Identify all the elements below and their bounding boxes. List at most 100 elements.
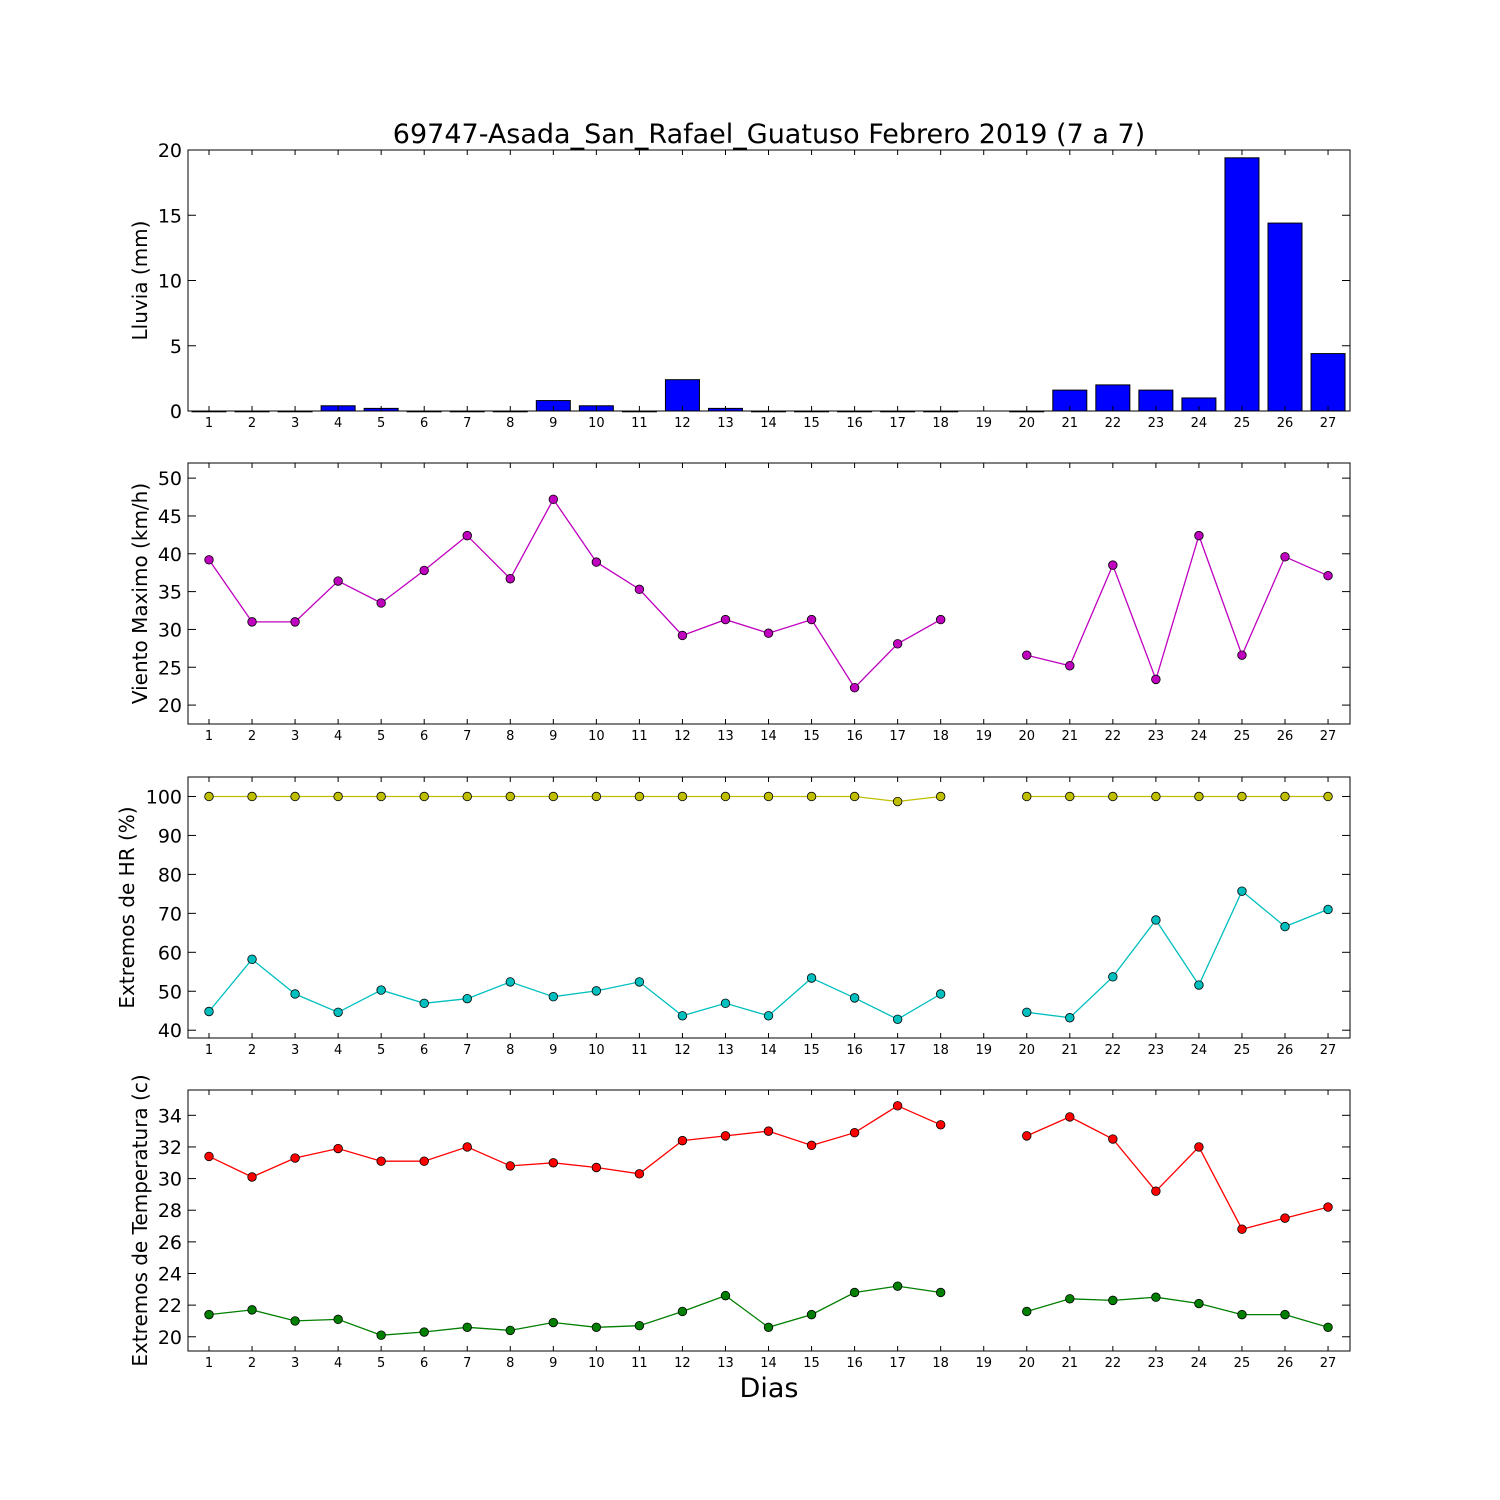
bar-lluvia-27 [1310,353,1346,412]
y-tick-label-temp-28: 28 [158,1200,182,1222]
x-tick-label-hr-18: 18 [932,1043,949,1058]
x-tick-label-viento-23: 23 [1148,729,1165,744]
point-temp-min-18 [935,1287,946,1298]
point-hr-max-24 [1194,791,1204,802]
point-hr-max-3 [290,791,300,802]
point-temp-max-2 [247,1172,257,1182]
panel-hr: 1 2 3 4 5 6 7 8 9 10 11 12 13 14 15 16 17 18 19 20 21 22 23 24 2… [115,776,1351,1058]
x-tick-label-hr-21: 21 [1062,1043,1079,1058]
point-hr-max-2 [247,791,257,802]
x-tick-label-temp-1: 1 [205,1356,213,1371]
x-tick-label-temp-16: 16 [846,1356,863,1371]
x-tick-label-viento-5: 5 [377,729,385,744]
y-tick-label-temp-20: 20 [158,1327,182,1349]
point-viento-3 [290,617,300,627]
point-hr-max-7 [462,791,472,802]
y-axis-label-temp: Extremos de Temperatura (c) [128,1074,152,1366]
y-tick-label-lluvia-15: 15 [158,205,182,227]
y-tick-label-hr-80: 80 [158,864,182,886]
point-temp-min-22 [1108,1295,1118,1306]
point-temp-min-15 [806,1309,817,1320]
x-axis-label: Dias [740,1373,799,1404]
x-tick-label-hr-3: 3 [291,1043,299,1058]
x-tick-label-viento-19: 19 [975,729,992,744]
point-viento-21 [1065,661,1075,671]
x-tick-label-hr-10: 10 [588,1043,605,1058]
point-hr-max-20 [1022,791,1032,802]
point-temp-max-8 [505,1161,515,1171]
point-hr-max-13 [720,791,731,802]
point-hr-max-10 [591,791,602,802]
point-viento-14 [763,628,774,638]
point-hr-min-12 [677,1011,688,1021]
x-tick-label-lluvia-21: 21 [1062,416,1079,431]
y-tick-label-hr-100: 100 [146,786,182,808]
point-temp-min-3 [290,1316,300,1326]
x-tick-label-lluvia-4: 4 [334,416,342,431]
point-temp-min-24 [1194,1298,1204,1309]
point-temp-min-4 [333,1314,343,1325]
point-viento-22 [1108,560,1118,570]
point-hr-min-8 [505,977,515,987]
y-tick-label-temp-22: 22 [158,1295,182,1317]
x-tick-label-hr-9: 9 [549,1043,557,1058]
point-temp-min-2 [247,1305,257,1315]
x-tick-label-hr-16: 16 [846,1043,863,1058]
point-hr-min-21 [1065,1013,1075,1023]
panels: 1 2 3 4 5 6 7 8 9 10 11 12 13 14 15 16 17 18 19 20 21 22 23 24 2… [115,140,1351,1371]
point-temp-max-9 [548,1158,559,1168]
x-tick-label-lluvia-25: 25 [1234,416,1251,431]
point-temp-min-27 [1323,1322,1333,1332]
point-temp-max-16 [849,1128,860,1138]
x-tick-label-lluvia-20: 20 [1018,416,1035,431]
point-hr-min-18 [935,989,946,999]
point-temp-min-9 [548,1317,559,1328]
point-temp-max-26 [1280,1213,1290,1223]
line-viento-segment-1 [208,498,942,689]
x-tick-label-temp-6: 6 [420,1356,428,1371]
point-hr-max-25 [1237,791,1247,802]
point-viento-13 [720,614,731,625]
point-viento-7 [462,530,472,541]
point-temp-max-1 [204,1151,214,1162]
point-temp-min-16 [849,1287,860,1298]
point-temp-max-14 [763,1126,774,1136]
x-tick-label-hr-13: 13 [717,1043,734,1058]
x-tick-label-viento-13: 13 [717,729,734,744]
x-tick-label-lluvia-12: 12 [674,416,691,431]
x-tick-label-viento-11: 11 [631,729,648,744]
point-temp-max-22 [1108,1134,1118,1144]
y-axis-label-hr: Extremos de HR (%) [115,806,139,1008]
point-viento-1 [204,555,214,565]
point-temp-min-12 [677,1306,688,1317]
x-tick-label-viento-15: 15 [803,729,820,744]
point-viento-16 [849,682,860,693]
x-tick-label-temp-23: 23 [1148,1356,1165,1371]
x-tick-label-viento-4: 4 [334,729,342,744]
point-hr-min-2 [247,954,257,965]
point-viento-9 [548,494,559,505]
point-temp-max-24 [1194,1142,1204,1152]
point-viento-10 [591,557,602,567]
x-tick-label-lluvia-14: 14 [760,416,777,431]
point-hr-min-14 [763,1011,774,1021]
point-hr-max-5 [376,791,386,802]
x-tick-label-viento-14: 14 [760,729,777,744]
y-tick-label-lluvia-5: 5 [170,336,182,358]
x-tick-label-temp-19: 19 [975,1356,992,1371]
point-hr-min-9 [548,992,559,1002]
point-hr-min-22 [1108,972,1118,982]
x-tick-label-viento-25: 25 [1234,729,1251,744]
x-tick-label-hr-17: 17 [889,1043,906,1058]
x-tick-label-viento-6: 6 [420,729,428,744]
x-tick-label-hr-20: 20 [1018,1043,1035,1058]
point-viento-11 [634,584,645,595]
point-temp-max-27 [1323,1202,1333,1212]
x-tick-label-lluvia-2: 2 [248,416,256,431]
point-hr-max-1 [204,791,214,802]
x-tick-label-lluvia-13: 13 [717,416,734,431]
x-tick-label-temp-11: 11 [631,1356,648,1371]
x-tick-label-hr-24: 24 [1191,1043,1208,1058]
panel-temp: 1 2 3 4 5 6 7 8 9 10 11 12 13 14 15 16 17 18 19 20 21 22 23 24 2… [128,1074,1351,1371]
